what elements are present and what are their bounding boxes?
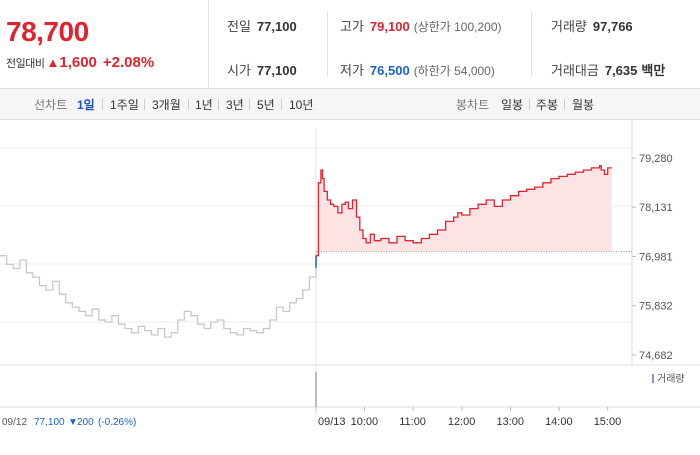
price-change: 전일대비 ▲1,600 +2.08%: [6, 54, 154, 71]
chart-svg[interactable]: 79,280 78,131 76,981 75,832 74,682 09/13 10:0…: [0, 120, 700, 450]
tab-divider: [144, 99, 145, 110]
tab-3y[interactable]: 3년: [226, 98, 244, 112]
prev-day-line: [0, 251, 317, 338]
tab-weekly-candle[interactable]: 주봉: [536, 98, 559, 112]
x-axis: 09/13 10:00 11:00 12:00 13:00 14:00 15:00: [315, 407, 622, 428]
prev-day-series: [0, 251, 317, 338]
x-tick-label: 12:00: [448, 416, 476, 428]
tab-divider: [218, 99, 219, 110]
volume-bar: [315, 372, 317, 407]
prev-day-change: 200: [77, 417, 94, 428]
period-tabs: 선차트 1일 1주일 3개월 1년 3년 5년 10년 봉차트 일봉 주봉 월봉: [0, 89, 700, 120]
change-label: 전일대비: [6, 58, 45, 70]
divider: [531, 12, 532, 76]
today-area-fill: [316, 165, 612, 256]
volume-legend-swatch: [652, 374, 654, 383]
stat-prev-close: 전일 77,100: [227, 19, 297, 34]
stat-trade-value: 거래대금 7,635 백만: [551, 63, 666, 78]
y-tick-label: 74,682: [639, 350, 673, 362]
x-tick-label: 15:00: [594, 416, 622, 428]
stat-open: 시가 77,100: [227, 63, 297, 78]
tab-divider: [102, 99, 103, 110]
quote-header: 78,700 전일대비 ▲1,600 +2.08% 전일 77,100 고가 79,10…: [0, 0, 700, 89]
tab-10y[interactable]: 10년: [289, 98, 314, 112]
stats-panel: 전일 77,100 고가 79,100 (상한가 100,200) 거래량 97,766…: [208, 0, 700, 88]
up-arrow-icon: ▲: [46, 55, 60, 70]
stat-volume: 거래량 97,766: [551, 19, 633, 34]
tab-1y[interactable]: 1년: [195, 98, 213, 112]
y-tick-label: 76,981: [639, 252, 673, 264]
today-price-line: [316, 165, 612, 257]
tab-1d[interactable]: 1일: [77, 98, 95, 112]
x-tick-label: 14:00: [545, 416, 573, 428]
y-axis: 79,280 78,131 76,981 75,832 74,682: [632, 153, 673, 362]
stat-high: 고가 79,100 (상한가 100,200): [340, 19, 502, 34]
tab-divider: [281, 99, 282, 110]
change-amount: 1,600: [59, 54, 97, 71]
today-series: [315, 165, 632, 268]
volume-legend: 거래량: [657, 373, 685, 385]
tab-3m[interactable]: 3개월: [152, 98, 181, 112]
x-tick-label: 09/13: [318, 416, 346, 428]
x-tick-label: 13:00: [496, 416, 524, 428]
tab-divider: [564, 99, 565, 110]
tab-monthly-candle[interactable]: 월봉: [572, 98, 595, 112]
down-arrow-icon: ▼: [68, 417, 78, 428]
y-tick-label: 78,131: [639, 202, 673, 214]
tab-daily-candle[interactable]: 일봉: [501, 98, 524, 112]
divider: [327, 12, 328, 76]
tab-divider: [529, 99, 530, 110]
y-tick-label: 75,832: [639, 301, 673, 313]
stat-low: 저가 76,500 (하한가 54,000): [340, 63, 495, 78]
y-tick-label: 79,280: [639, 153, 673, 165]
current-price: 78,700: [6, 16, 89, 47]
change-percent: +2.08%: [102, 54, 155, 71]
candle-chart-label: 봉차트: [456, 98, 490, 112]
x-tick-label: 11:00: [399, 416, 426, 428]
tab-1w[interactable]: 1주일: [110, 98, 139, 112]
tab-divider: [188, 99, 189, 110]
x-tick-label: 10:00: [351, 416, 379, 428]
price-chart[interactable]: 79,280 78,131 76,981 75,832 74,682 09/13 10:0…: [0, 120, 700, 450]
tab-divider: [249, 99, 250, 110]
prev-day-close: 77,100: [34, 417, 65, 428]
prev-day-date: 09/12: [2, 417, 27, 428]
prev-day-change-percent: (-0.26%): [98, 417, 136, 428]
tab-5y[interactable]: 5년: [257, 98, 275, 112]
line-chart-label: 선차트: [34, 98, 68, 112]
